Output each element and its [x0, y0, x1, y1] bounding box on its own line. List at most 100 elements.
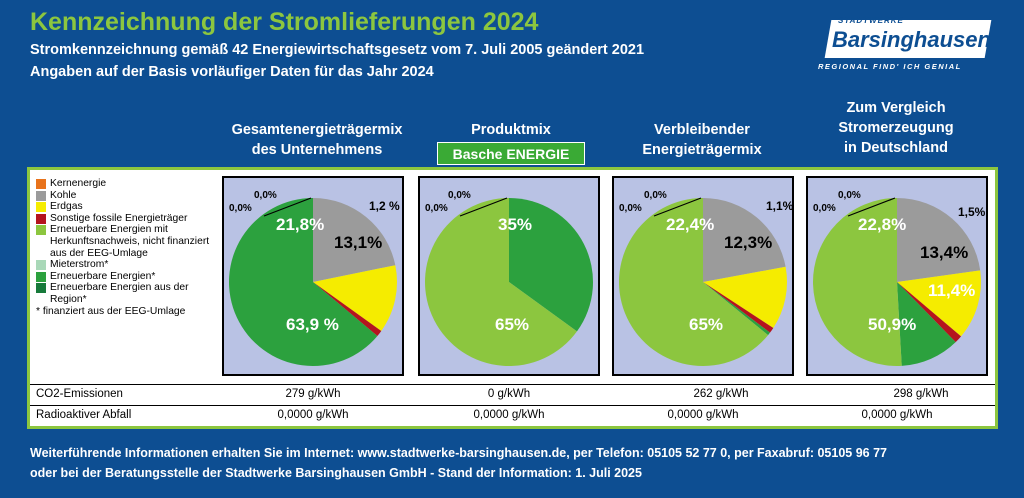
- pie-leader-line: [653, 197, 702, 217]
- legend-label: Kernenergie: [50, 178, 107, 189]
- logo-name: Barsinghausen: [832, 27, 991, 52]
- legend-label: Erdgas: [50, 201, 83, 213]
- footer-info-line2: oder bei der Beratungsstelle der Stadtwe…: [30, 466, 642, 480]
- table-cell: 279 g/kWh: [285, 388, 341, 400]
- legend-footnote: * finanziert aus der EEG-Umlage: [36, 305, 186, 317]
- pie-data-label: 65%: [689, 315, 723, 334]
- pie-slice: [812, 198, 902, 366]
- pie-leader-line: [847, 197, 896, 217]
- column-header-line: Energieträgermix: [642, 142, 762, 158]
- pie-slice: [425, 198, 577, 366]
- pie-box-deutschland: 0,0% 0,0% 22,8% 1,5% 13,4% 11,4% 50,9%: [806, 176, 988, 376]
- pie-slice: [228, 198, 378, 366]
- legend-item: Sonstige fossile Energieträger: [36, 213, 216, 225]
- pie-chart-produkt: 0,0%0,0% 35% 65%: [425, 190, 593, 366]
- pie-slice: [897, 198, 981, 282]
- legend-item: Erneuerbare Energien*: [36, 271, 216, 283]
- pie-data-label: 1,1%: [766, 199, 792, 213]
- pie-slice: [619, 198, 769, 366]
- pie-data-label: 12,3%: [724, 233, 772, 252]
- table-row-abfall: Radioaktiver Abfall 0,0000 g/kWh 0,0000 …: [30, 405, 995, 425]
- pie-slice: [313, 282, 382, 336]
- legend-item: Kernenergie: [36, 178, 216, 190]
- pie-data-label: 0,0%: [644, 190, 667, 201]
- legend-swatch: [36, 260, 46, 271]
- pie-leader-line: [459, 197, 508, 217]
- table-cell: 0,0000 g/kWh: [861, 409, 933, 421]
- pie-data-label: 13,1%: [334, 233, 382, 252]
- legend-swatch: [36, 179, 46, 189]
- legend-label: Erneuerbare Energien mit Herkunftsnachwe…: [50, 224, 210, 259]
- column-header-line: Verbleibender: [654, 122, 750, 138]
- legend-item: Erneuerbare Energien aus der Region*: [36, 282, 216, 305]
- pie-slice: [897, 282, 956, 366]
- column-header-line: Stromerzeugung: [838, 120, 954, 136]
- table-row-co2: CO2-Emissionen 279 g/kWh 0 g/kWh 262 g/k…: [30, 384, 995, 404]
- pie-data-label: 0,0%: [254, 190, 277, 201]
- pie-slice: [897, 282, 962, 343]
- legend-item: Erneuerbare Energien mit Herkunftsnachwe…: [36, 224, 216, 259]
- pie-slice: [897, 270, 981, 337]
- table-cell: 0,0000 g/kWh: [473, 409, 545, 421]
- table-cell: 0,0000 g/kWh: [277, 409, 349, 421]
- legend-label: Kohle: [50, 189, 77, 201]
- pie-box-verbleibend: 0,0% 0,0% 22,4% 1,1% 12,3% 65%: [612, 176, 794, 376]
- pie-data-label: 22,4%: [666, 215, 714, 234]
- pie-slice: [703, 282, 774, 333]
- legend-swatch: [36, 202, 46, 213]
- column-header-line: Gesamtenergieträgermix: [231, 122, 403, 138]
- column-header-line: des Unternehmens: [251, 142, 383, 158]
- pie-data-label: 65%: [495, 315, 529, 334]
- pie-box-produkt: 0,0% 0,0% 35% 65%: [418, 176, 600, 376]
- pie-data-label: 1,5%: [958, 205, 986, 219]
- pie-slice: [703, 282, 770, 336]
- pie-data-label: 0,0%: [425, 203, 448, 214]
- column-header-deutschland: Zum Vergleich Stromerzeugung in Deutschl…: [806, 98, 986, 158]
- logo-top-text: STADTWERKE: [838, 16, 904, 25]
- pie-data-label: 11,4%: [928, 281, 975, 300]
- table-cell: 262 g/kWh: [693, 388, 749, 400]
- column-header-line: Zum Vergleich: [846, 100, 946, 116]
- logo-slogan: REGIONAL FIND' ICH GENIAL: [818, 62, 962, 71]
- table-cell: 0,0000 g/kWh: [667, 409, 739, 421]
- pie-data-label: 21,8%: [276, 215, 324, 234]
- pie-data-label: 0,0%: [838, 190, 861, 201]
- page-title: Kennzeichnung der Stromlieferungen 2024: [30, 8, 539, 36]
- pie-box-gesamt: 0,0% 0,0% 21,8% 1,2 % 13,1% 63,9 %: [222, 176, 404, 376]
- pie-leader-line: [263, 197, 312, 217]
- subtitle-legal: Stromkennzeichnung gemäß 42 Energiewirts…: [30, 42, 645, 58]
- pie-data-label: 0,0%: [448, 190, 471, 201]
- pie-slice: [703, 266, 787, 328]
- pie-data-label: 22,8%: [858, 215, 906, 234]
- pie-data-label: 0,0%: [619, 203, 642, 214]
- pie-slice: [313, 265, 397, 331]
- pie-data-label: 50,9%: [868, 315, 916, 334]
- pie-slice: [313, 198, 396, 282]
- stadtwerke-logo[interactable]: STADTWERKE Barsinghausen REGIONAL FIND' …: [818, 14, 1003, 74]
- legend-label: Sonstige fossile Energieträger: [50, 212, 188, 224]
- legend-swatch: [36, 283, 46, 294]
- legend-swatch: [36, 190, 46, 201]
- column-header-gesamt: Gesamtenergieträgermix des Unternehmens: [222, 120, 412, 160]
- pie-data-label: 13,4%: [920, 243, 968, 262]
- pie-chart-verbleibend: 0,0%0,0% 22,4% 1,1% 12,3% 65%: [619, 190, 794, 366]
- legend-swatch: [36, 225, 46, 236]
- legend-label: Erneuerbare Energien aus der Region*: [50, 282, 189, 305]
- pie-data-label: 0,0%: [229, 203, 252, 214]
- legend: Kernenergie Kohle Erdgas Sonstige fossil…: [36, 178, 216, 317]
- column-header-line: Produktmix: [471, 122, 551, 138]
- legend-item: Kohle: [36, 190, 216, 202]
- row-label: CO2-Emissionen: [36, 388, 123, 400]
- legend-swatch: [36, 271, 46, 282]
- pie-chart-deutschland: 0,0%0,0% 22,8% 1,5% 13,4% 11,4% 50,9%: [812, 190, 986, 366]
- product-badge: Basche ENERGIE: [437, 142, 585, 165]
- pie-slice: [509, 198, 593, 332]
- pie-chart-gesamt: 0,0%0,0% 21,8% 1,2 % 13,1% 63,9 %: [228, 190, 400, 366]
- row-label: Radioaktiver Abfall: [36, 409, 132, 421]
- table-cell: 0 g/kWh: [487, 388, 531, 400]
- pie-data-label: 35%: [498, 215, 532, 234]
- column-header-line: in Deutschland: [844, 140, 948, 156]
- pie-data-label: 0,0%: [813, 203, 836, 214]
- table-cell: 298 g/kWh: [893, 388, 949, 400]
- footer-info-line1: Weiterführende Informationen erhalten Si…: [30, 446, 887, 460]
